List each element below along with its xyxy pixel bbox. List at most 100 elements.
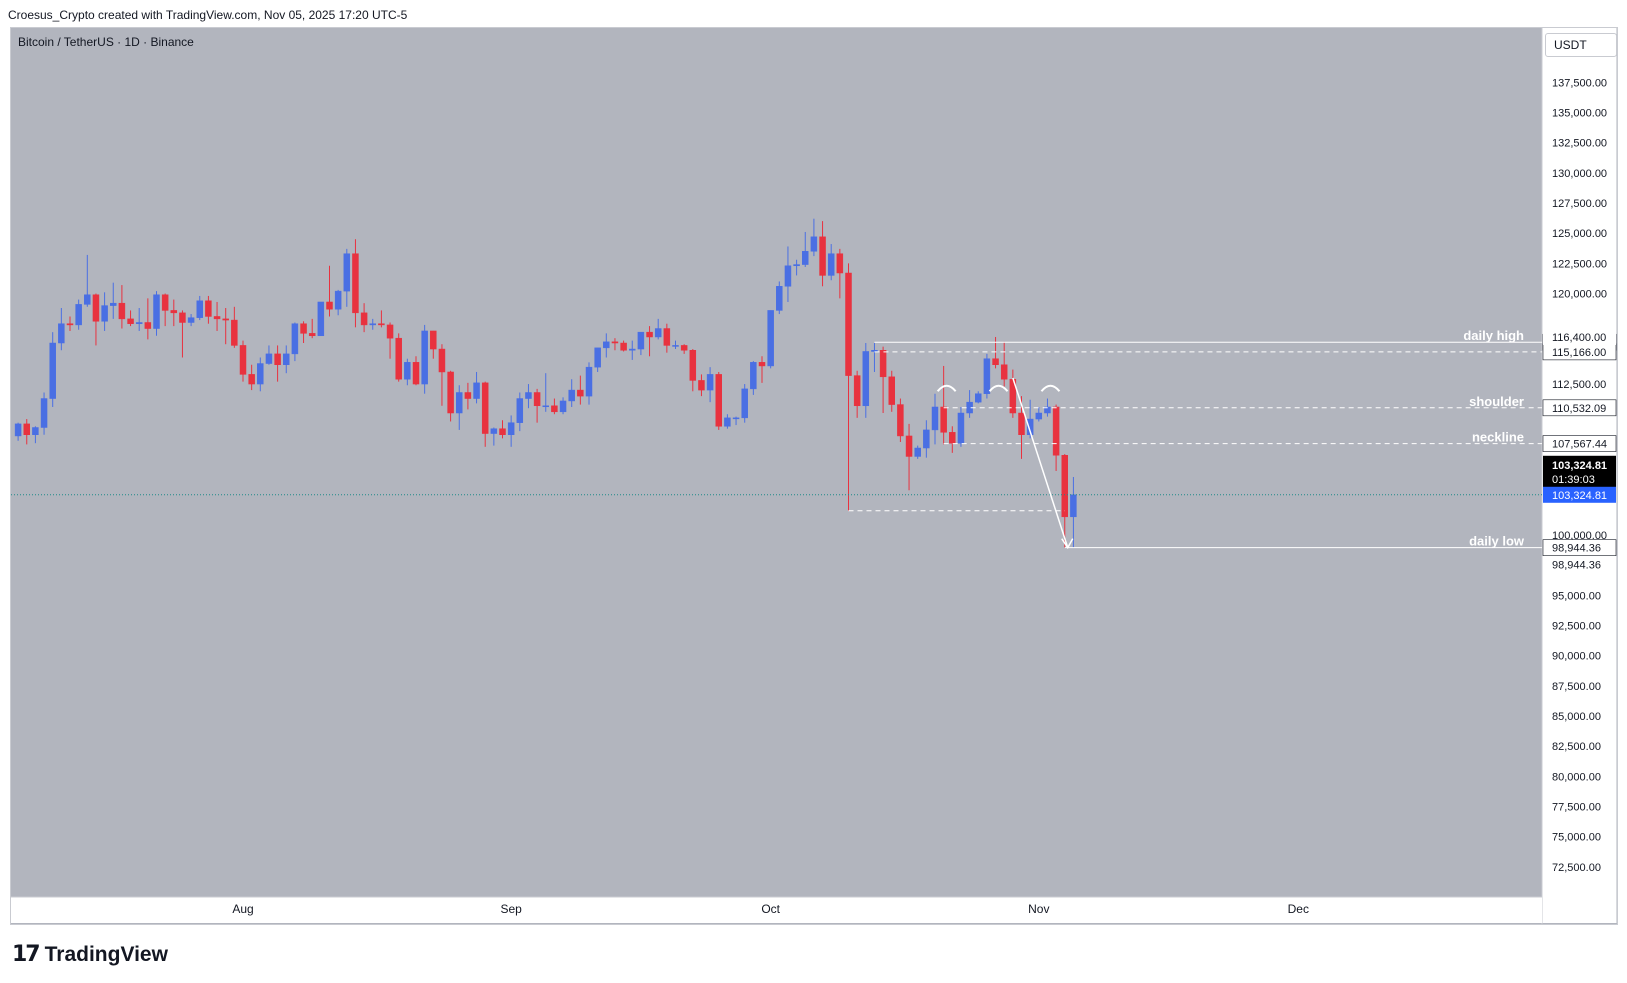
candle-body bbox=[179, 312, 186, 323]
candle-body bbox=[784, 265, 792, 287]
candle-body bbox=[594, 347, 601, 368]
candle-body bbox=[525, 392, 532, 399]
level-label: neckline bbox=[1472, 430, 1524, 445]
candle-body bbox=[135, 322, 143, 324]
candle-body bbox=[551, 405, 558, 413]
candle-body bbox=[58, 323, 65, 344]
price-tag-label: 115,166.00 bbox=[1552, 347, 1606, 359]
candle-body bbox=[395, 337, 402, 380]
y-tick-label: 75,000.00 bbox=[1552, 832, 1601, 844]
candle-body bbox=[516, 398, 524, 423]
candle-body bbox=[170, 310, 178, 314]
candle-body bbox=[1044, 406, 1051, 414]
candle-body bbox=[213, 316, 221, 320]
candle-body bbox=[66, 323, 74, 326]
level-label: shoulder bbox=[1469, 394, 1524, 409]
candle-body bbox=[776, 286, 783, 311]
candle-body bbox=[291, 323, 299, 355]
candle-body bbox=[378, 323, 385, 326]
y-tick-label: 130,000.00 bbox=[1552, 168, 1607, 180]
candle-body bbox=[715, 374, 722, 427]
y-tick-label: 82,500.00 bbox=[1552, 741, 1601, 753]
candle-body bbox=[283, 353, 290, 365]
x-tick-label: Nov bbox=[1028, 902, 1049, 916]
y-tick-label: 127,500.00 bbox=[1552, 198, 1607, 210]
candle-body bbox=[629, 348, 636, 351]
candle-body bbox=[490, 428, 498, 434]
candle-body bbox=[447, 371, 454, 414]
candle-body bbox=[680, 345, 688, 351]
y-tick-label: 100,000.00 bbox=[1552, 530, 1607, 542]
candle-body bbox=[827, 253, 835, 276]
pattern-arc bbox=[1040, 384, 1061, 392]
candle-body bbox=[153, 294, 160, 329]
candle-body bbox=[750, 362, 757, 390]
candle-body bbox=[84, 294, 91, 305]
y-tick-label: 112,500.00 bbox=[1552, 379, 1606, 391]
tradingview-logo-icon: 17 bbox=[12, 942, 41, 967]
candle-body bbox=[845, 272, 852, 376]
candle-body bbox=[481, 382, 489, 434]
candle-body bbox=[897, 404, 904, 437]
price-tag-bg bbox=[1542, 539, 1617, 556]
candle-body bbox=[499, 428, 506, 435]
y-tick-label: 132,500.00 bbox=[1552, 138, 1607, 150]
candle-body bbox=[317, 301, 325, 337]
candle-body bbox=[92, 294, 100, 322]
candle-body bbox=[871, 350, 878, 352]
candle-body bbox=[983, 358, 991, 394]
trend-arrow-head bbox=[1061, 538, 1074, 550]
price-tag-bg bbox=[1543, 556, 1616, 573]
candle-body bbox=[23, 423, 30, 435]
candle-body bbox=[879, 350, 887, 378]
candle-body bbox=[654, 328, 662, 338]
candle-body bbox=[32, 427, 39, 435]
y-tick-label: 95,000.00 bbox=[1552, 590, 1601, 602]
candle-body bbox=[196, 300, 203, 318]
candle-body bbox=[940, 406, 947, 433]
candle-body bbox=[118, 302, 126, 320]
candle-body bbox=[369, 323, 376, 326]
symbol-title: Bitcoin / TetherUS · 1D · Binance bbox=[18, 35, 194, 49]
candle-body bbox=[386, 324, 394, 339]
candle-body bbox=[585, 366, 593, 397]
price-tag-label: 107,567.44 bbox=[1552, 439, 1607, 451]
candle-body bbox=[732, 417, 740, 420]
candle-body bbox=[257, 363, 264, 385]
candle-body bbox=[568, 389, 575, 402]
candle-body bbox=[758, 362, 766, 367]
chart-frame[interactable] bbox=[10, 27, 1618, 925]
currency-selector[interactable]: USDT bbox=[1545, 33, 1617, 57]
price-tag-label: 116,400.00 bbox=[1552, 332, 1606, 344]
candle-body bbox=[810, 236, 818, 252]
candle-body bbox=[611, 341, 619, 344]
candle-body bbox=[239, 345, 247, 375]
candle-body bbox=[1018, 412, 1025, 435]
countdown-time-label: 01:39:03 bbox=[1552, 474, 1595, 486]
price-tag-bg bbox=[1543, 328, 1616, 345]
candle-body bbox=[343, 253, 351, 292]
candle-body bbox=[975, 393, 982, 403]
price-tag-label: 98,944.36 bbox=[1552, 560, 1601, 572]
candle-body bbox=[205, 300, 212, 317]
candle-body bbox=[1026, 418, 1034, 435]
x-tick-label: Sep bbox=[500, 902, 522, 916]
x-tick-label: Oct bbox=[761, 902, 780, 916]
last-price-tag-label: 103,324.81 bbox=[1552, 490, 1607, 502]
level-label: daily high bbox=[1463, 328, 1524, 343]
level-label: daily low bbox=[1469, 534, 1525, 549]
candle-body bbox=[559, 400, 567, 413]
last-price-tag-bg bbox=[1543, 486, 1616, 503]
candle-body bbox=[507, 422, 515, 435]
candle-body bbox=[1052, 406, 1060, 456]
candle-body bbox=[352, 253, 359, 314]
candle-body bbox=[931, 406, 939, 431]
candle-body bbox=[127, 318, 134, 324]
candle-body bbox=[724, 417, 731, 427]
y-tick-label: 122,500.00 bbox=[1552, 258, 1607, 270]
tradingview-logo: 17 TradingView bbox=[12, 942, 168, 967]
candle-body bbox=[802, 251, 809, 265]
candle-body bbox=[308, 333, 316, 337]
candle-body bbox=[620, 342, 627, 351]
